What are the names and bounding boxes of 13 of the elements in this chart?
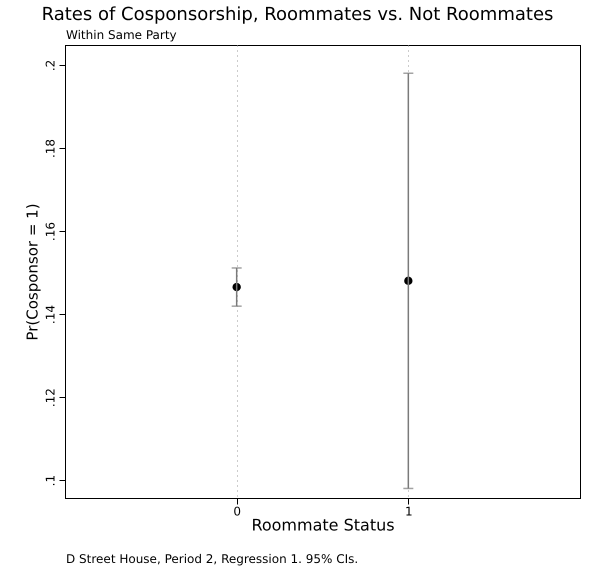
x-axis-title: Roommate Status <box>251 516 395 534</box>
y-tick-label: .18 <box>44 138 58 158</box>
y-axis-title: Pr(Cosponsor = 1) <box>24 203 42 341</box>
x-tick-label: 1 <box>405 504 413 518</box>
text: D Street House, Period 2, Regression 1. 95% CIs. <box>66 552 358 566</box>
y-tick-label: .2 <box>44 60 58 72</box>
y-tick-label: .14 <box>44 305 58 324</box>
y-tick-label: .16 <box>44 222 58 242</box>
chart-subtitle: Within Same Party <box>66 28 177 42</box>
y-tick-label: .1 <box>44 474 58 486</box>
y-tick-label: .12 <box>44 388 58 408</box>
x-tick-label: 0 <box>233 504 241 518</box>
chart-title: Rates of Cosponsorship, Roommates vs. Not Roommates <box>40 4 554 25</box>
